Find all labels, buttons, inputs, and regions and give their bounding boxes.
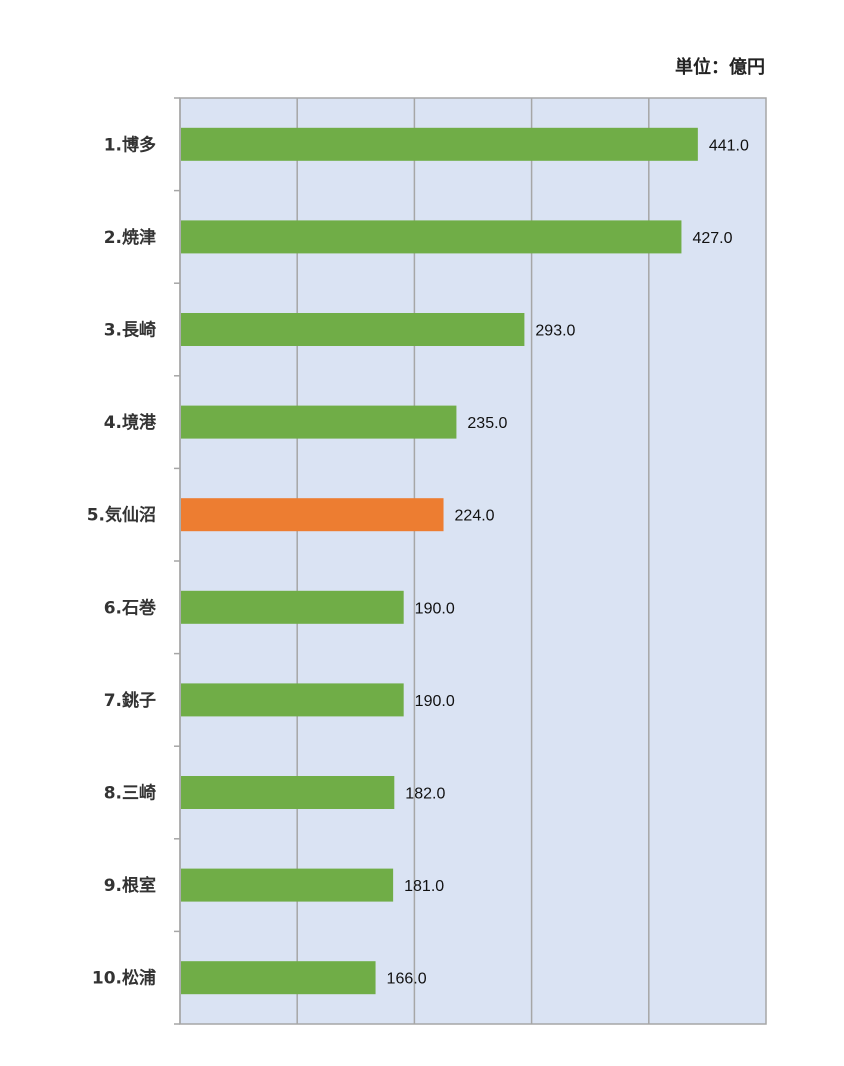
data-label: 441.0 bbox=[709, 137, 749, 154]
data-label: 182.0 bbox=[405, 786, 445, 803]
category-label: 5.気仙沼 bbox=[87, 505, 156, 526]
category-label: 3.長崎 bbox=[104, 320, 156, 341]
bar bbox=[181, 961, 376, 995]
data-label: 181.0 bbox=[404, 878, 444, 895]
data-label: 224.0 bbox=[455, 508, 495, 525]
y-axis bbox=[174, 97, 181, 1025]
category-label: 4.境港 bbox=[104, 412, 157, 433]
category-label: 8.三崎 bbox=[104, 783, 156, 804]
bar bbox=[181, 683, 404, 717]
bar bbox=[181, 127, 698, 161]
category-label: 1.博多 bbox=[104, 134, 156, 155]
unit-label: 単位：億円 bbox=[675, 56, 765, 78]
data-label: 427.0 bbox=[692, 230, 732, 247]
data-label: 293.0 bbox=[535, 323, 575, 340]
bar bbox=[181, 498, 444, 532]
category-labels: 1.博多 2.焼津 3.長崎 4.境港 5.気仙沼 6.石巻 7.銚子 8.三崎 9.根室 10.… bbox=[87, 134, 157, 988]
data-label: 190.0 bbox=[415, 693, 455, 710]
category-label: 6.石巻 bbox=[104, 597, 156, 618]
data-label: 190.0 bbox=[415, 600, 455, 617]
bar bbox=[181, 405, 457, 439]
value-labels: 441.0 427.0 293.0 235.0 224.0 190.0 190.0 182.0… bbox=[387, 137, 749, 987]
category-label: 7.銚子 bbox=[104, 690, 156, 711]
data-label: 166.0 bbox=[387, 971, 427, 988]
category-label: 9.根室 bbox=[104, 875, 156, 896]
bar bbox=[181, 220, 682, 254]
bar bbox=[181, 776, 395, 809]
bar bbox=[181, 313, 525, 346]
bar bbox=[181, 868, 394, 902]
bar bbox=[181, 590, 404, 624]
category-label: 2.焼津 bbox=[104, 227, 156, 248]
data-label: 235.0 bbox=[467, 415, 507, 432]
category-label: 10.松浦 bbox=[92, 968, 156, 989]
bars bbox=[181, 127, 698, 995]
